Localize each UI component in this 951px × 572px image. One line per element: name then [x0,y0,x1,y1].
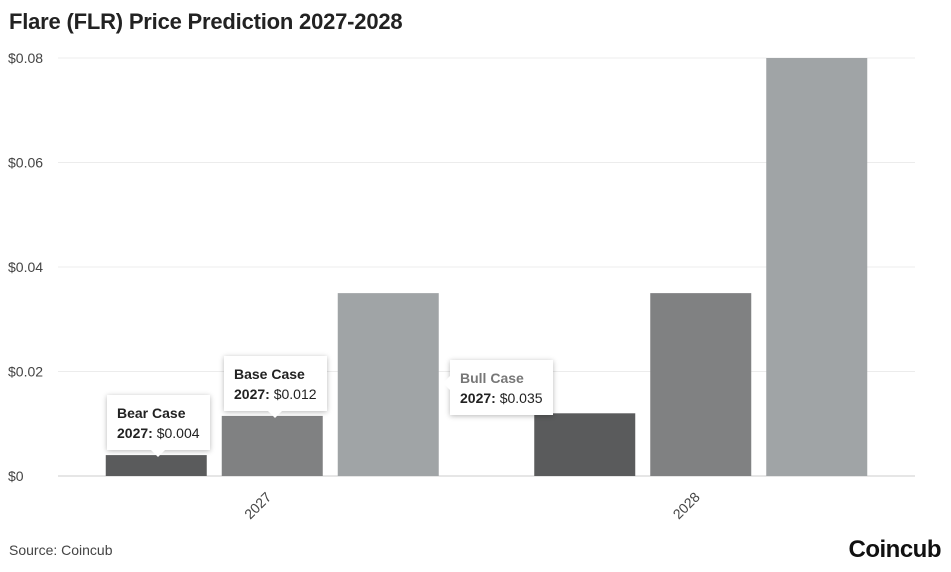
y-tick-label: $0.04 [8,259,43,275]
brand-logo: Coincub [848,536,942,563]
y-axis: $0 $0.02 $0.04 $0.06 $0.08 [8,50,43,484]
tooltip-value: $0.035 [499,390,543,406]
y-tick-label: $0.08 [8,50,43,66]
tooltip-pointer [151,450,166,457]
bar [337,293,439,476]
tooltip-year: 2027: [234,386,270,402]
y-tick-label: $0.02 [8,364,43,380]
tooltip-title: Base Case [234,366,305,382]
bar [105,455,207,476]
bar [650,293,752,476]
tooltip-pointer [443,376,450,390]
tooltip-value: $0.012 [273,386,317,402]
y-tick-label: $0.06 [8,155,43,171]
tooltip-base-case: Base Case 2027: $0.012 [224,356,327,418]
tooltip-title: Bull Case [460,370,524,386]
bars [105,58,868,476]
tooltip-value: $0.004 [156,425,200,441]
x-axis: 2027 2028 [241,489,703,522]
chart-title: Flare (FLR) Price Prediction 2027-2028 [9,9,403,34]
source-note: Source: Coincub [9,542,113,558]
y-tick-label: $0 [8,468,24,484]
tooltip-bull-case: Bull Case 2027: $0.035 [443,360,553,415]
tooltip-year: 2027: [460,390,496,406]
x-tick-label: 2028 [670,489,703,522]
bar [221,415,323,476]
tooltip-year: 2027: [117,425,153,441]
bar [534,413,636,476]
x-tick-label: 2027 [241,489,274,522]
tooltip-bear-case: Bear Case 2027: $0.004 [107,395,210,457]
bar [766,58,868,476]
tooltip-pointer [268,411,283,418]
tooltip-title: Bear Case [117,405,186,421]
